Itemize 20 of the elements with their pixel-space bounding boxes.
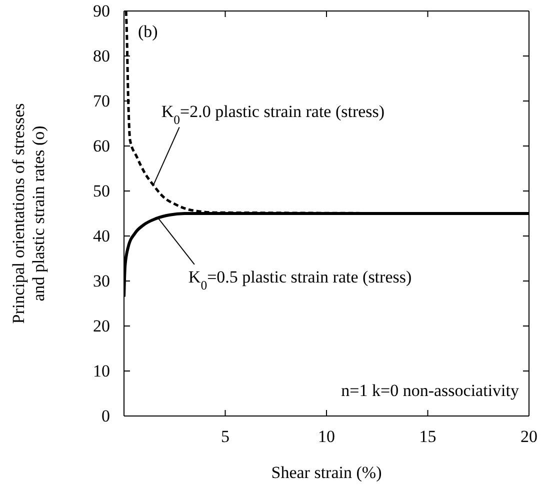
x-tick-label: 15 — [419, 427, 436, 446]
y-tick-label: 30 — [93, 271, 110, 290]
annotation: n=1 k=0 non-associativity — [341, 381, 520, 400]
y-tick-label: 60 — [93, 136, 110, 156]
x-tick-label: 10 — [318, 427, 335, 446]
y-tick-label: 10 — [93, 361, 110, 380]
y-tick-label: 0 — [102, 406, 110, 426]
y-tick-label: 20 — [93, 316, 110, 336]
annotation: K$_{0}$=0.5 plastic strain rate (stress) — [188, 267, 412, 292]
y-tick-label: 90 — [93, 1, 110, 20]
annotation: (b) — [138, 22, 158, 41]
annotation: K$_{0}$=2.0 plastic strain rate (stress) — [161, 102, 385, 128]
x-tick-label: 5 — [221, 427, 230, 446]
x-axis-title: Shear strain (%) — [271, 463, 382, 482]
y-tick-label: 50 — [93, 181, 110, 200]
y-tick-label: 70 — [93, 91, 110, 110]
y-tick-label: 40 — [93, 226, 110, 246]
y-tick-label: 80 — [93, 46, 110, 66]
x-tick-label: 20 — [520, 427, 538, 446]
y-axis-title: Principal orientations of stresses and plastic strain rates (o) — [9, 103, 48, 324]
